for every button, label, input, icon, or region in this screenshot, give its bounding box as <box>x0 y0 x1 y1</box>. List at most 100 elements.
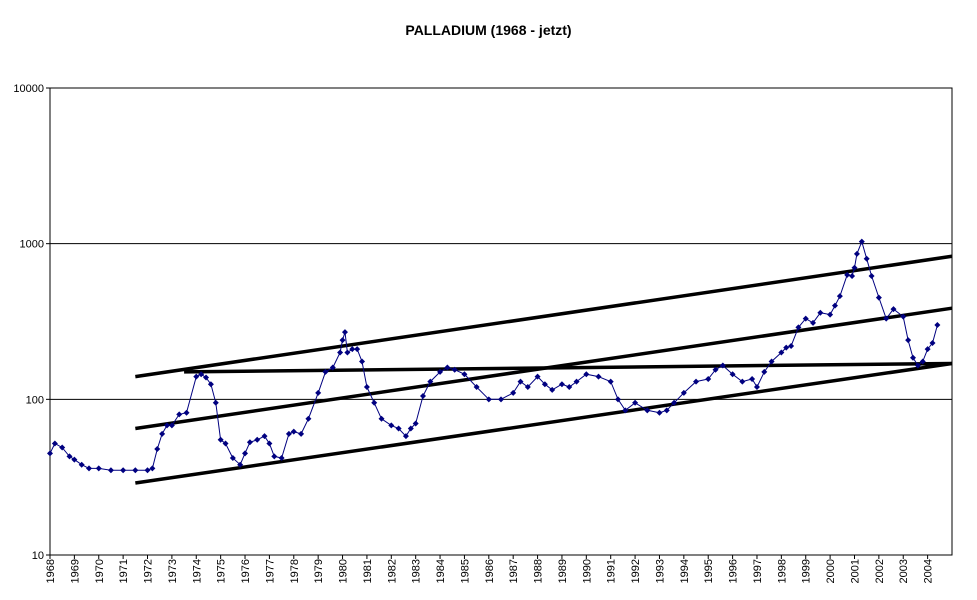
data-point <box>212 399 219 406</box>
series-line-path <box>49 240 938 471</box>
data-point <box>47 450 53 457</box>
x-tick-label: 1985 <box>459 559 471 583</box>
x-tick-label: 2000 <box>825 559 837 583</box>
data-point <box>473 384 480 391</box>
data-point <box>498 396 504 403</box>
data-point <box>534 373 541 380</box>
data-point <box>671 399 678 406</box>
data-point <box>246 439 253 446</box>
x-tick-label: 1981 <box>362 559 374 583</box>
data-point <box>583 371 590 378</box>
data-point <box>388 422 395 429</box>
x-tick-label: 1976 <box>240 559 252 583</box>
data-point <box>524 384 531 391</box>
data-point <box>437 368 444 375</box>
data-point <box>905 337 912 344</box>
data-point <box>890 306 897 313</box>
x-tick-label: 1983 <box>411 559 423 583</box>
data-point <box>817 309 824 316</box>
x-tick-label: 1984 <box>435 559 447 583</box>
data-point <box>644 407 651 414</box>
data-point <box>315 389 322 396</box>
data-point <box>176 411 183 418</box>
data-point <box>222 440 229 447</box>
data-point <box>753 384 760 391</box>
data-point <box>378 415 385 422</box>
data-point <box>159 430 166 437</box>
x-tick-label: 2003 <box>898 559 910 583</box>
data-point <box>339 337 346 344</box>
data-point <box>836 293 843 300</box>
data-point <box>354 346 361 353</box>
data-point <box>810 319 817 326</box>
data-point <box>51 440 58 447</box>
data-point <box>95 465 102 472</box>
x-tick-label: 2004 <box>923 559 935 583</box>
data-point <box>395 425 402 432</box>
x-tick-label: 1997 <box>752 559 764 583</box>
data-point <box>485 396 492 403</box>
x-tick-label: 1977 <box>264 559 276 583</box>
data-point <box>322 368 329 375</box>
x-tick-label: 1974 <box>191 559 203 583</box>
x-axis-ticks: 1968 1969 1970 1971 1972 1973 1974 1975 1976 1977… <box>45 555 935 583</box>
data-point <box>863 255 870 262</box>
data-point <box>615 396 622 403</box>
data-point <box>66 453 73 460</box>
data-point <box>86 465 93 472</box>
data-point <box>154 445 161 452</box>
data-point <box>788 343 795 350</box>
data-point <box>607 378 614 385</box>
data-point <box>573 378 580 385</box>
y-axis-ticks: 10 100 1000 10000 <box>13 83 50 562</box>
y-tick-label: 100 <box>26 394 44 406</box>
data-point <box>371 399 378 406</box>
data-point <box>198 371 205 378</box>
data-point <box>851 264 858 271</box>
x-tick-label: 1994 <box>679 559 691 583</box>
x-tick-label: 1971 <box>118 559 130 583</box>
data-point <box>868 272 875 279</box>
data-point <box>120 467 127 474</box>
data-point <box>344 349 351 356</box>
data-point <box>427 378 434 385</box>
data-point <box>761 368 768 375</box>
data-point <box>144 467 151 474</box>
data-point <box>778 349 785 356</box>
data-point <box>929 340 936 347</box>
data-point <box>78 461 85 468</box>
data-point <box>632 399 639 406</box>
x-tick-label: 1978 <box>289 559 301 583</box>
data-point <box>444 364 451 371</box>
data-point <box>705 376 712 383</box>
data-point <box>217 436 224 443</box>
data-point <box>412 420 419 427</box>
data-point <box>622 407 629 414</box>
x-tick-label: 1968 <box>45 559 57 583</box>
x-tick-label: 1982 <box>386 559 398 583</box>
data-point <box>329 364 336 371</box>
data-point <box>875 294 882 301</box>
data-point <box>203 374 210 381</box>
data-point <box>844 271 851 278</box>
data-point <box>541 381 548 388</box>
data-point <box>237 461 244 468</box>
data-point <box>827 311 834 318</box>
x-tick-label: 1990 <box>581 559 593 583</box>
x-tick-label: 1989 <box>557 559 569 583</box>
data-point <box>132 467 139 474</box>
data-point <box>207 381 214 388</box>
data-point <box>298 430 305 437</box>
trendline <box>135 254 953 379</box>
data-point <box>566 384 573 391</box>
data-point <box>729 371 736 378</box>
data-point <box>795 324 802 331</box>
x-tick-label: 1988 <box>533 559 545 583</box>
series-line <box>49 240 938 471</box>
data-point <box>549 386 556 393</box>
x-tick-label: 1998 <box>776 559 788 583</box>
y-tick-label: 10 <box>32 550 44 562</box>
x-tick-label: 2001 <box>849 559 861 583</box>
data-point <box>349 346 356 353</box>
